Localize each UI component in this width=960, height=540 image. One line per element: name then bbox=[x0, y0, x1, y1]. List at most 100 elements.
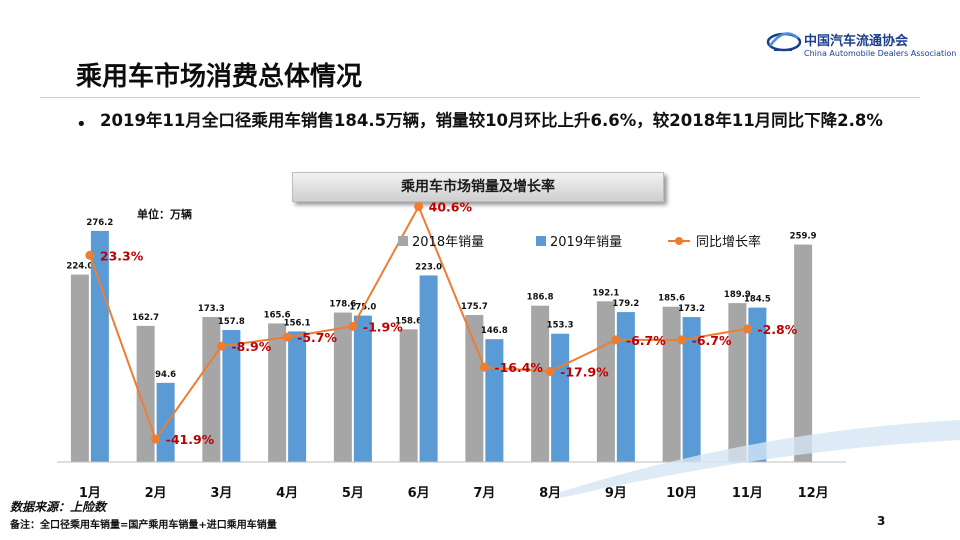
x-tick-label: 10月 bbox=[666, 486, 697, 501]
bar-2018 bbox=[662, 306, 681, 462]
bar-2018 bbox=[728, 303, 747, 462]
bar-2018 bbox=[333, 312, 352, 462]
bar-2019-label: 156.1 bbox=[284, 318, 311, 328]
growth-rate-point bbox=[85, 250, 95, 260]
decorative-swoosh bbox=[560, 420, 960, 498]
growth-rate-point bbox=[414, 202, 424, 212]
bar-2019-label: 94.6 bbox=[155, 370, 176, 380]
x-tick-label: 11月 bbox=[732, 486, 763, 501]
legend-label: 2019年销量 bbox=[550, 235, 622, 250]
bullet-icon: • bbox=[76, 114, 87, 135]
growth-rate-label: -2.8% bbox=[757, 322, 797, 337]
chart-title: 乘用车市场销量及增长率 bbox=[401, 179, 555, 195]
bar-2018-label: 158.6 bbox=[395, 316, 422, 326]
bar-2019-label: 223.0 bbox=[415, 262, 442, 272]
bar-2018 bbox=[136, 325, 155, 462]
bar-2018-label: 259.9 bbox=[790, 232, 817, 242]
growth-rate-point bbox=[545, 366, 555, 376]
growth-rate-label: -5.7% bbox=[297, 330, 337, 345]
footnote: 备注：全口径乘用车销量=国产乘用车销量+进口乘用车销量 bbox=[10, 520, 277, 531]
legend-marker bbox=[675, 237, 683, 245]
x-tick-label: 2月 bbox=[145, 486, 167, 501]
bar-2019 bbox=[90, 230, 109, 462]
bar-2018-label: 178.6 bbox=[329, 300, 356, 310]
growth-rate-point bbox=[216, 341, 226, 351]
growth-rate-point bbox=[611, 335, 621, 345]
bar-2019-label: 184.5 bbox=[744, 295, 771, 305]
growth-rate-label: 23.3% bbox=[100, 248, 144, 263]
data-source: 数据来源：上险数 bbox=[10, 500, 107, 514]
bar-2018 bbox=[794, 244, 813, 462]
org-name-en: China Automobile Dealers Association bbox=[804, 49, 957, 58]
growth-rate-label: 40.6% bbox=[429, 200, 473, 215]
bar-2019 bbox=[616, 312, 635, 462]
page-title: 乘用车市场消费总体情况 bbox=[76, 62, 363, 92]
growth-rate-point bbox=[677, 335, 687, 345]
growth-rate-point bbox=[151, 434, 161, 444]
chart-unit-label: 单位：万辆 bbox=[137, 208, 192, 221]
bar-2019 bbox=[419, 275, 438, 462]
bar-2018 bbox=[465, 314, 484, 462]
x-tick-label: 9月 bbox=[605, 486, 627, 501]
bar-2018-label: 173.3 bbox=[198, 304, 225, 314]
growth-rate-point bbox=[479, 362, 489, 372]
bar-2018-label: 162.7 bbox=[132, 313, 159, 323]
bar-2019-label: 157.8 bbox=[218, 317, 245, 327]
bar-2018-label: 192.1 bbox=[592, 288, 619, 298]
growth-rate-label: -16.4% bbox=[494, 360, 543, 375]
bar-2018 bbox=[596, 301, 615, 462]
x-tick-label: 4月 bbox=[276, 486, 298, 501]
bar-2019 bbox=[485, 339, 504, 462]
bar-2019 bbox=[288, 331, 307, 462]
growth-rate-label: -6.7% bbox=[626, 333, 666, 348]
bar-2018-label: 175.7 bbox=[461, 302, 488, 312]
x-tick-label: 5月 bbox=[342, 486, 364, 501]
bar-2019 bbox=[353, 315, 372, 462]
growth-rate-label: -8.9% bbox=[231, 339, 271, 354]
bar-2018-label: 189.9 bbox=[724, 290, 751, 300]
summary-bullet: 2019年11月全口径乘用车销售184.5万辆，销量较10月环比上升6.6%，较… bbox=[100, 111, 883, 130]
x-tick-label: 12月 bbox=[798, 486, 829, 501]
cada-logo: 中国汽车流通协会 China Automobile Dealers Associ… bbox=[766, 22, 956, 66]
growth-rate-point bbox=[348, 321, 358, 331]
bar-2019-label: 153.3 bbox=[547, 321, 574, 331]
legend-swatch bbox=[536, 236, 546, 246]
cada-emblem-icon bbox=[766, 32, 802, 52]
bar-2019 bbox=[748, 307, 767, 462]
growth-rate-label: -1.9% bbox=[363, 319, 403, 334]
bar-2018-label: 165.6 bbox=[264, 310, 291, 320]
bar-2018-label: 224.0 bbox=[66, 262, 93, 272]
bar-2018-label: 185.6 bbox=[658, 294, 685, 304]
growth-rate-label: -41.9% bbox=[166, 432, 215, 447]
legend-swatch bbox=[398, 236, 408, 246]
x-tick-label: 3月 bbox=[210, 486, 232, 501]
growth-rate-point bbox=[282, 332, 292, 342]
x-tick-label: 1月 bbox=[79, 486, 101, 501]
x-tick-label: 8月 bbox=[539, 486, 561, 501]
bar-2018 bbox=[70, 274, 89, 462]
bar-2018-label: 186.8 bbox=[527, 293, 554, 303]
bar-2019 bbox=[156, 382, 175, 462]
org-name-cn: 中国汽车流通协会 bbox=[804, 34, 909, 49]
bar-2019 bbox=[222, 329, 241, 462]
bar-2019 bbox=[551, 333, 570, 462]
bar-2018 bbox=[268, 323, 287, 462]
bar-2019-label: 276.2 bbox=[86, 218, 113, 228]
x-tick-label: 7月 bbox=[473, 486, 495, 501]
chart-title-box: 乘用车市场销量及增长率 bbox=[292, 172, 664, 202]
x-tick-label: 6月 bbox=[408, 486, 430, 501]
bar-2019-label: 173.2 bbox=[678, 304, 705, 314]
bar-2018 bbox=[531, 305, 550, 462]
legend-label: 2018年销量 bbox=[412, 235, 484, 250]
bar-2019-label: 146.8 bbox=[481, 326, 508, 336]
growth-rate-label: -17.9% bbox=[560, 364, 609, 379]
legend-label: 同比增长率 bbox=[696, 234, 761, 250]
bar-2019 bbox=[682, 317, 701, 462]
growth-rate-label: -6.7% bbox=[692, 333, 732, 348]
growth-rate-point bbox=[742, 324, 752, 334]
bar-2018 bbox=[399, 329, 418, 462]
bar-2019-label: 179.2 bbox=[612, 299, 639, 309]
title-divider bbox=[40, 97, 920, 98]
page-number: 3 bbox=[877, 514, 886, 528]
